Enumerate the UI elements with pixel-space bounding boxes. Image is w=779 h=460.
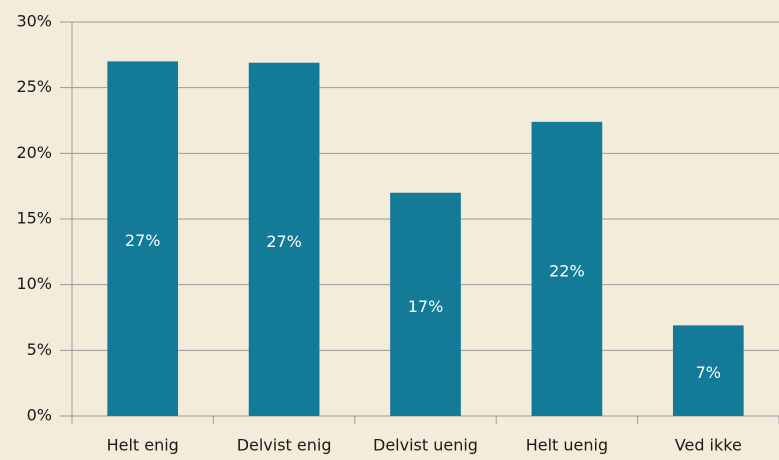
x-tick-label: Ved ikke xyxy=(675,436,742,455)
y-tick-label: 15% xyxy=(16,209,52,228)
y-tick-label: 20% xyxy=(16,143,52,162)
y-tick-label: 25% xyxy=(16,77,52,96)
bar xyxy=(531,121,603,417)
bar xyxy=(672,325,744,416)
x-tick-label: Helt uenig xyxy=(526,436,608,455)
value-label: 7% xyxy=(696,363,721,382)
y-tick-label: 5% xyxy=(27,340,52,359)
value-label: 22% xyxy=(549,261,585,280)
y-tick-label: 30% xyxy=(16,12,52,31)
y-tick-label: 10% xyxy=(16,274,52,293)
x-tick-label: Helt enig xyxy=(107,436,179,455)
x-tick-label: Delvist uenig xyxy=(373,436,478,455)
y-tick-label: 0% xyxy=(27,406,52,425)
bar xyxy=(390,192,461,416)
value-label: 27% xyxy=(266,232,302,251)
value-label: 27% xyxy=(125,231,161,250)
bar xyxy=(107,61,179,417)
x-tick-label: Delvist enig xyxy=(237,436,332,455)
bar xyxy=(248,62,320,417)
value-label: 17% xyxy=(408,297,444,316)
